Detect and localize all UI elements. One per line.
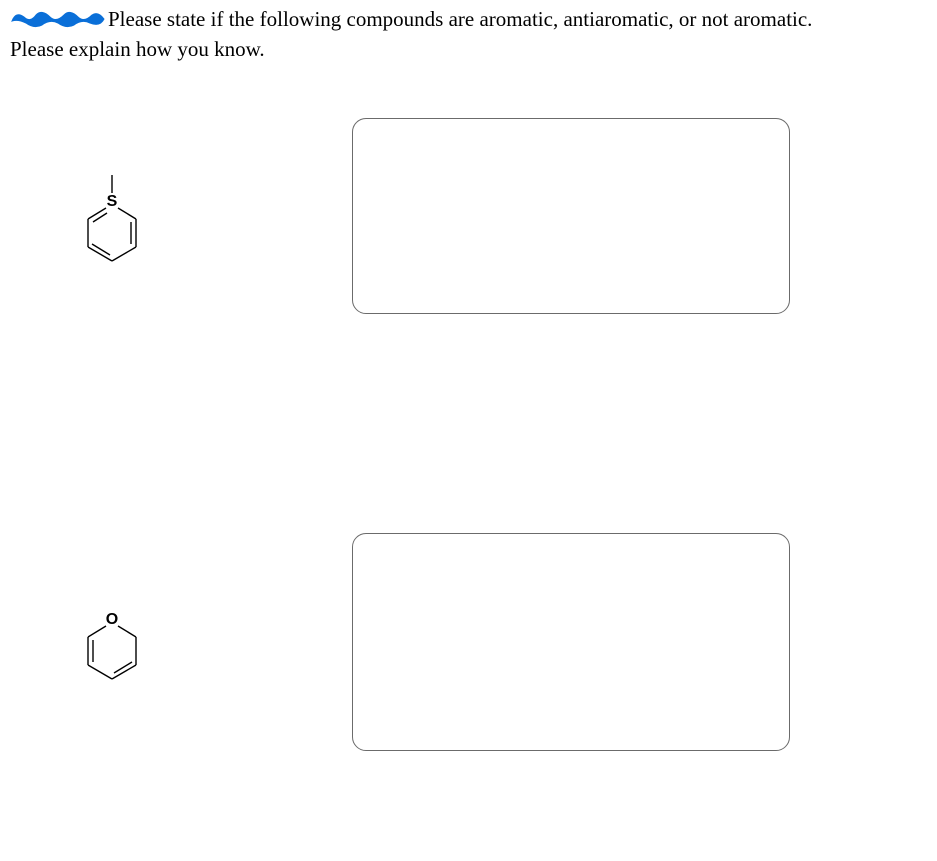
redaction-mark bbox=[10, 7, 106, 36]
question-text: Please state if the following compounds … bbox=[10, 6, 920, 63]
atom-label-o: O bbox=[106, 611, 118, 628]
answer-box-1[interactable] bbox=[352, 118, 790, 314]
atom-label-s: S bbox=[107, 193, 118, 210]
question-line2: Please explain how you know. bbox=[10, 37, 265, 61]
question-line1: Please state if the following compounds … bbox=[108, 7, 812, 31]
molecule-2: O bbox=[72, 593, 152, 693]
molecule-1: S bbox=[72, 153, 152, 273]
answer-box-2[interactable] bbox=[352, 533, 790, 751]
